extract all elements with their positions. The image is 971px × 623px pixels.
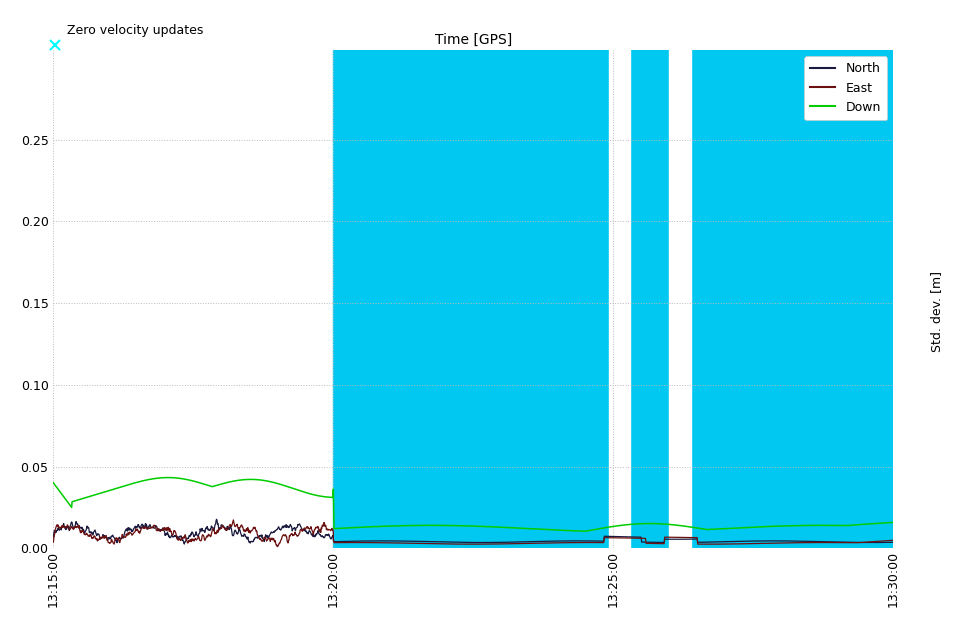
Text: Std. dev. [m]: Std. dev. [m] [930,271,944,352]
East [272,543,284,551]
Line: Down: Down [53,478,893,531]
Text: Zero velocity updates: Zero velocity updates [67,24,203,37]
Down [486,523,497,531]
Down [48,479,59,487]
East [48,538,59,546]
East [102,536,114,543]
Down [162,474,174,482]
North [211,515,222,523]
North [130,523,142,530]
Bar [609,50,630,548]
Down [370,523,382,530]
East [371,539,383,546]
Down [351,524,362,531]
North [102,537,114,545]
East [486,540,498,548]
Down [130,479,142,487]
North [352,538,363,545]
East [130,526,142,533]
East [887,536,899,544]
Line: East: East [53,520,893,547]
Down [386,522,398,530]
X-axis label: Time [GPS]: Time [GPS] [435,33,512,47]
North [371,537,383,545]
Bar [669,50,690,548]
Line: North: North [53,519,893,544]
North [387,537,399,545]
Down [887,518,899,526]
North [486,539,498,546]
North [887,538,899,546]
Bar [333,50,893,548]
Down [102,487,114,495]
North [48,533,59,541]
Legend: North, East, Down: North, East, Down [804,56,887,120]
East [227,516,239,524]
East [352,539,363,546]
North [179,540,190,548]
Down [579,528,590,535]
East [387,539,399,546]
